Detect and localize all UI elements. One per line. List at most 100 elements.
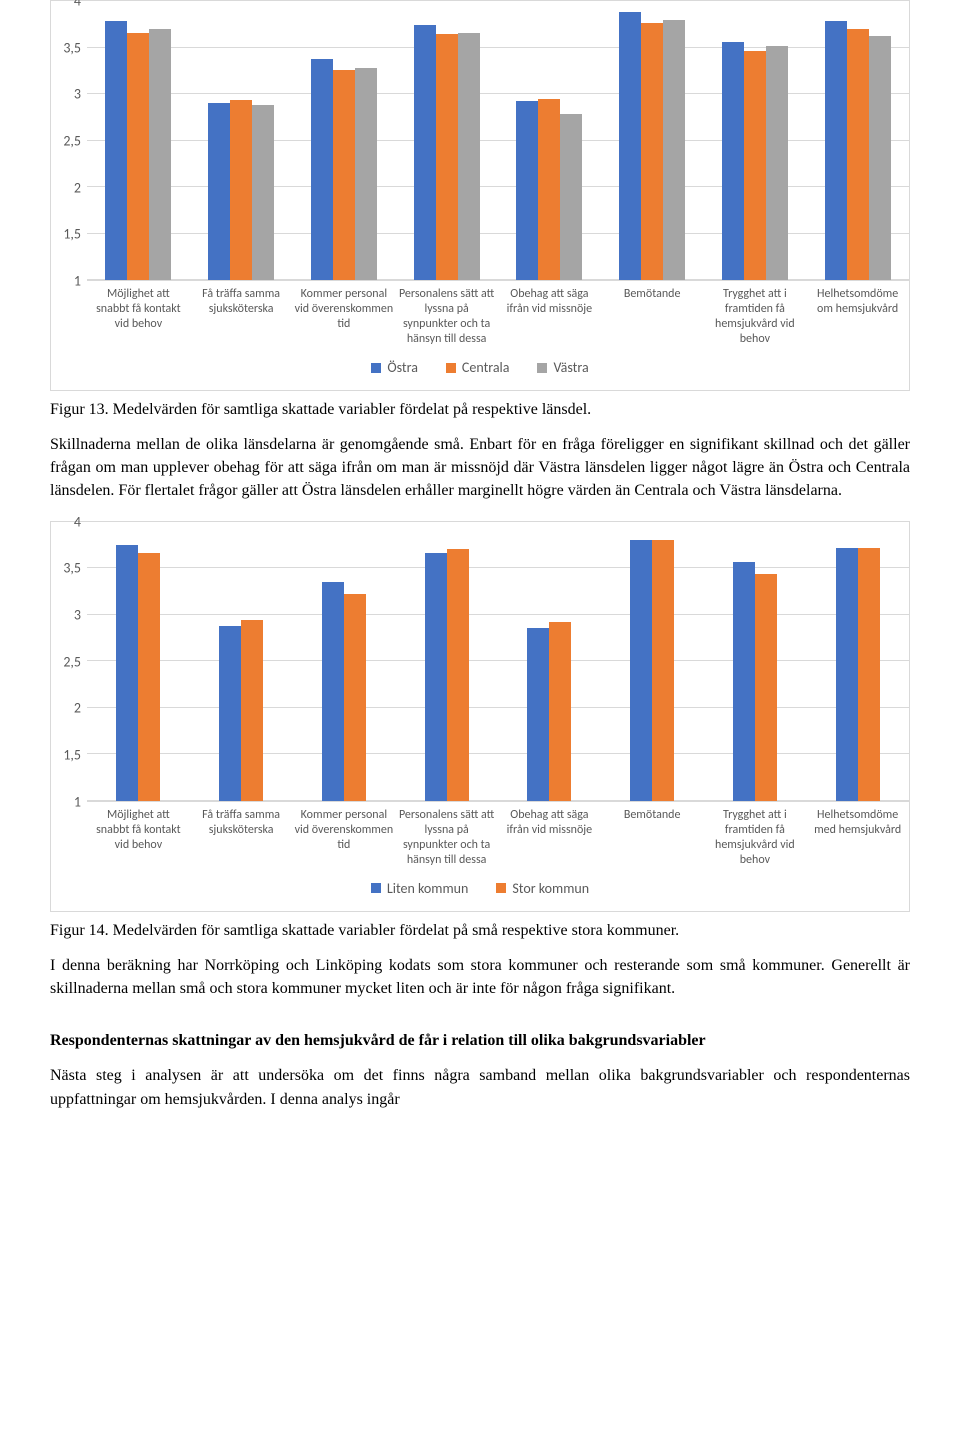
chart-2-legend: Liten kommun Stor kommun (51, 868, 909, 911)
legend-label: Centrala (462, 359, 510, 376)
legend-item: Centrala (446, 359, 510, 376)
bar (663, 20, 685, 280)
bar (641, 23, 663, 280)
bar (516, 101, 538, 280)
bar (105, 21, 127, 280)
y-tick-label: 3 (74, 86, 81, 103)
category-group (87, 1, 190, 280)
y-tick-label: 3,5 (63, 560, 81, 577)
bar (869, 36, 891, 280)
category-group (190, 1, 293, 280)
x-label: Helhetsomdöme med hemsjukvård (806, 802, 909, 868)
y-tick-label: 1,5 (63, 746, 81, 763)
bar (149, 29, 171, 280)
y-tick-label: 1,5 (63, 226, 81, 243)
bar (755, 574, 777, 801)
bar (322, 582, 344, 801)
bar (311, 59, 333, 280)
bar (241, 620, 263, 800)
legend-item: Stor kommun (496, 880, 589, 897)
bar (230, 100, 252, 280)
bar (436, 34, 458, 280)
x-label: Obehag att säga ifrån vid missnöje (498, 802, 601, 868)
y-tick-label: 3 (74, 606, 81, 623)
x-label: Möjlighet att snabbt få kontakt vid beho… (87, 802, 190, 868)
bar (766, 46, 788, 280)
category-group (395, 522, 498, 801)
bar (619, 12, 641, 280)
legend-label: Västra (553, 359, 588, 376)
category-group (601, 1, 704, 280)
y-tick-label: 2 (74, 179, 81, 196)
x-label: Bemötande (601, 281, 704, 347)
x-label: Bemötande (601, 802, 704, 868)
section-heading: Respondenternas skattningar av den hemsj… (50, 1030, 910, 1052)
legend-item: Östra (371, 359, 418, 376)
y-tick-label: 2,5 (63, 133, 81, 150)
x-label: Personalens sätt att lyssna på synpunkte… (395, 281, 498, 347)
bar (425, 553, 447, 800)
legend-item: Västra (537, 359, 588, 376)
bar (858, 548, 880, 801)
x-label: Möjlighet att snabbt få kontakt vid beho… (87, 281, 190, 347)
chart-1-y-axis: 43,532,521,51 (51, 1, 87, 281)
legend-item: Liten kommun (371, 880, 468, 897)
bar (847, 29, 869, 280)
x-label: Personalens sätt att lyssna på synpunkte… (395, 802, 498, 868)
y-tick-label: 1 (74, 793, 81, 810)
paragraph-3: Nästa steg i analysen är att undersöka o… (50, 1064, 910, 1110)
chart-1-plot (87, 1, 909, 281)
legend-label: Liten kommun (387, 880, 468, 897)
legend-label: Östra (387, 359, 418, 376)
y-tick-label: 4 (74, 513, 81, 530)
y-tick-label: 4 (74, 0, 81, 10)
paragraph-1: Skillnaderna mellan de olika länsdelarna… (50, 433, 910, 503)
x-label: Trygghet att i framtiden få hemsjukvård … (704, 281, 807, 347)
category-group (190, 522, 293, 801)
category-group (806, 522, 909, 801)
chart-2: 43,532,521,51 Möjlighet att snabbt få ko… (50, 521, 910, 912)
bar (560, 114, 582, 280)
bar (825, 21, 847, 280)
bar (652, 540, 674, 800)
category-group (293, 522, 396, 801)
y-tick-label: 2,5 (63, 653, 81, 670)
category-group (498, 522, 601, 801)
bar (344, 594, 366, 800)
bar (116, 545, 138, 801)
category-group (704, 522, 807, 801)
bars-row (87, 1, 909, 280)
category-group (395, 1, 498, 280)
x-label: Få träffa samma sjuksköterska (190, 281, 293, 347)
figure-13-caption: Figur 13. Medelvärden för samtliga skatt… (50, 401, 910, 419)
bar (355, 68, 377, 280)
category-group (87, 522, 190, 801)
figure-14-caption: Figur 14. Medelvärden för samtliga skatt… (50, 922, 910, 940)
y-tick-label: 3,5 (63, 39, 81, 56)
chart-2-y-axis: 43,532,521,51 (51, 522, 87, 802)
legend-swatch-icon (446, 363, 456, 373)
chart-1: 4 3,5 3 2,5 2 1,5 1 Möjlighet att snabbt få ko… (50, 0, 910, 391)
bar (458, 33, 480, 280)
bar (630, 540, 652, 800)
bar (744, 51, 766, 280)
bar (219, 626, 241, 801)
x-label: Få träffa samma sjuksköterska (190, 802, 293, 868)
paragraph-2: I denna beräkning har Norrköping och Lin… (50, 954, 910, 1000)
x-label: Helhetsomdöme om hemsjukvård (806, 281, 909, 347)
y-tick-label: 1 (74, 273, 81, 290)
bar (836, 548, 858, 801)
category-group (704, 1, 807, 280)
bars-row (87, 522, 909, 801)
bar (127, 33, 149, 280)
bar (549, 622, 571, 801)
chart-2-area: 43,532,521,51 (51, 522, 909, 802)
legend-swatch-icon (371, 883, 381, 893)
legend-swatch-icon (496, 883, 506, 893)
bar (733, 562, 755, 800)
x-label: Kommer personal vid överenskommen tid (293, 802, 396, 868)
bar (414, 25, 436, 280)
chart-1-legend: Östra Centrala Västra (51, 347, 909, 390)
bar (722, 42, 744, 280)
legend-label: Stor kommun (512, 880, 589, 897)
